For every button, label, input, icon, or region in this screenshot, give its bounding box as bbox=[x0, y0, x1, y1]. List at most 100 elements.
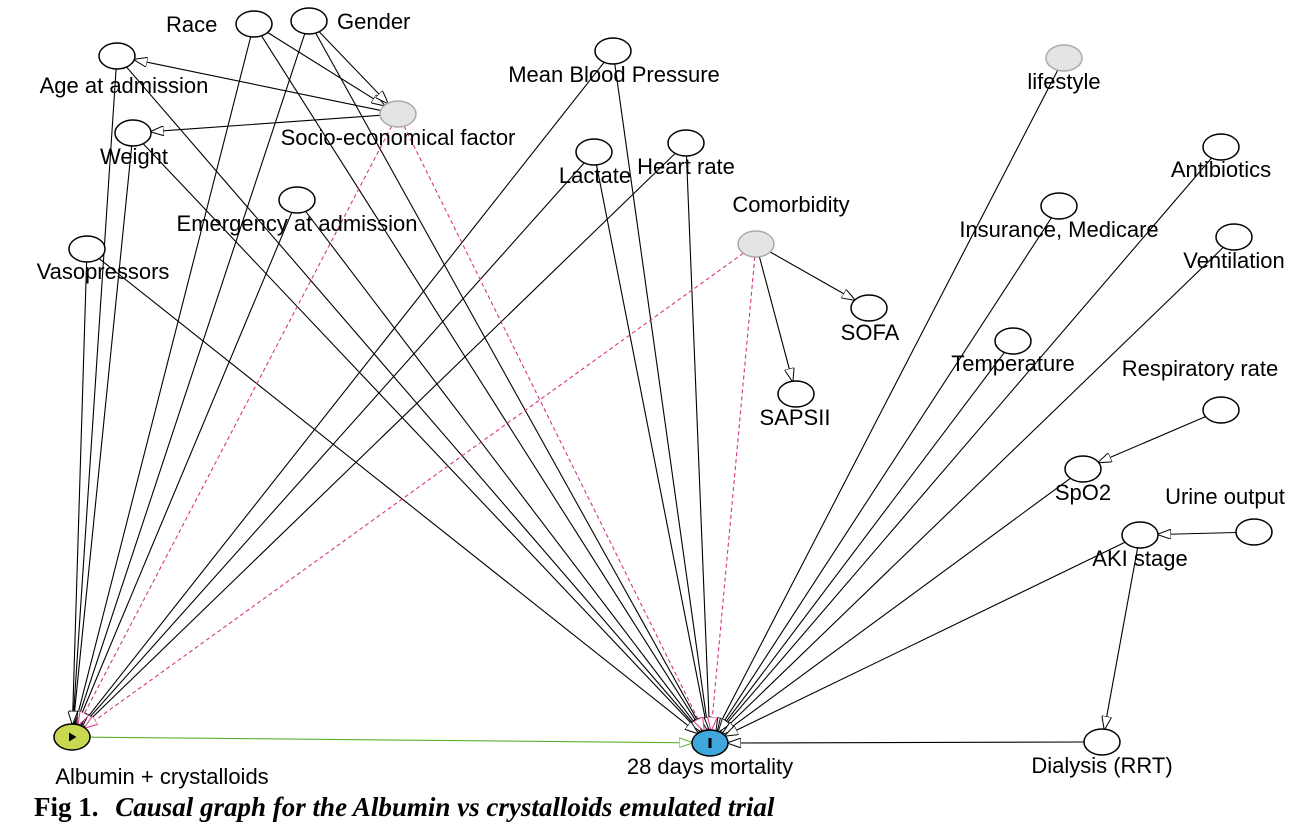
edge-vaso-to-outcome bbox=[98, 258, 698, 734]
edge-comorb-to-saps bbox=[758, 256, 792, 381]
node-saps-ellipse bbox=[777, 380, 815, 408]
node-treat-label: Albumin + crystalloids bbox=[55, 764, 268, 789]
node-insurance-label: Insurance, Medicare bbox=[959, 217, 1158, 242]
node-ventilation: Ventilation bbox=[1183, 223, 1285, 273]
edge-dialysis-to-outcome bbox=[728, 742, 1085, 743]
node-treat: Albumin + crystalloids bbox=[53, 723, 269, 789]
edge-comorb-to-outcome bbox=[711, 256, 756, 730]
node-comorb-label: Comorbidity bbox=[732, 192, 849, 217]
node-lifestyle-label: lifestyle bbox=[1027, 69, 1100, 94]
node-emergency: Emergency at admission bbox=[177, 186, 418, 236]
node-lactate-label: Lactate bbox=[559, 163, 631, 188]
node-weight: Weight bbox=[100, 119, 168, 169]
edge-race-to-treat bbox=[75, 36, 252, 724]
edges-layer bbox=[72, 31, 1237, 743]
node-aki: AKI stage bbox=[1092, 521, 1188, 571]
node-socio: Socio-economical factor bbox=[281, 100, 516, 150]
node-hr-ellipse bbox=[667, 129, 705, 157]
node-race-label: Race bbox=[166, 12, 217, 37]
node-ventilation-label: Ventilation bbox=[1183, 248, 1285, 273]
edge-weight-to-treat bbox=[73, 145, 133, 724]
node-lifestyle: lifestyle bbox=[1027, 44, 1101, 94]
node-urine-label: Urine output bbox=[1165, 484, 1285, 509]
node-sofa-ellipse bbox=[850, 294, 888, 322]
node-urine: Urine output bbox=[1165, 484, 1285, 546]
node-temp-ellipse bbox=[994, 327, 1032, 355]
edge-gender-to-treat bbox=[76, 33, 306, 725]
edge-age-to-treat bbox=[73, 68, 117, 724]
node-gender: Gender bbox=[290, 7, 410, 35]
node-saps: SAPSII bbox=[760, 380, 831, 430]
edge-ventilation-to-outcome bbox=[721, 247, 1224, 732]
node-socio-ellipse bbox=[379, 100, 417, 128]
node-sofa-label: SOFA bbox=[841, 320, 900, 345]
edge-comorb-to-sofa bbox=[769, 251, 855, 300]
node-gender-ellipse bbox=[290, 7, 328, 35]
edge-temp-to-outcome bbox=[719, 352, 1005, 731]
edge-aki-to-outcome bbox=[725, 541, 1126, 736]
node-weight-ellipse bbox=[114, 119, 152, 147]
node-dialysis: Dialysis (RRT) bbox=[1031, 728, 1173, 778]
edge-socio-to-age bbox=[134, 60, 381, 111]
edge-antibiotics-to-outcome bbox=[720, 157, 1212, 732]
edge-hr-to-outcome bbox=[685, 155, 710, 730]
node-lactate-ellipse bbox=[575, 138, 613, 166]
node-aki-label: AKI stage bbox=[1092, 546, 1187, 571]
node-insurance: Insurance, Medicare bbox=[959, 192, 1159, 242]
node-lifestyle-ellipse bbox=[1045, 44, 1083, 72]
edge-race-to-outcome bbox=[261, 35, 703, 731]
edge-race-to-socio bbox=[267, 32, 385, 106]
node-saps-label: SAPSII bbox=[760, 405, 831, 430]
edge-urine-to-aki bbox=[1158, 533, 1237, 535]
node-vaso-ellipse bbox=[68, 235, 106, 263]
edge-treat-to-outcome bbox=[89, 736, 692, 743]
edge-socio-to-weight bbox=[151, 114, 381, 131]
node-hr: Heart rate bbox=[637, 129, 735, 179]
edge-weight-to-outcome bbox=[142, 143, 700, 733]
node-race-ellipse bbox=[235, 10, 273, 38]
node-spo2: SpO2 bbox=[1055, 455, 1111, 505]
node-comorb: Comorbidity bbox=[732, 192, 850, 258]
edge-lactate-to-outcome bbox=[595, 164, 708, 730]
node-mbp-ellipse bbox=[594, 37, 632, 65]
node-emergency-ellipse bbox=[278, 186, 316, 214]
node-age: Age at admission bbox=[40, 42, 209, 98]
figure-caption: Fig 1. Causal graph for the Albumin vs c… bbox=[34, 792, 1294, 826]
node-temp: Temperature bbox=[951, 327, 1075, 376]
causal-graph: Race Gender Age at admission Socio-economic… bbox=[37, 7, 1285, 789]
edge-lifestyle-to-outcome bbox=[716, 69, 1059, 731]
edge-comorb-to-treat bbox=[85, 252, 744, 728]
node-mbp-label: Mean Blood Pressure bbox=[508, 62, 720, 87]
edge-mbp-to-treat bbox=[81, 61, 605, 725]
node-sofa: SOFA bbox=[841, 294, 900, 345]
node-dialysis-ellipse bbox=[1083, 728, 1121, 756]
node-emergency-label: Emergency at admission bbox=[177, 211, 418, 236]
node-antibiotics: Antibiotics bbox=[1171, 133, 1271, 182]
edge-emergency-to-outcome bbox=[305, 211, 702, 731]
caption-title: Causal graph for the Albumin vs crystall… bbox=[115, 792, 775, 822]
node-vaso: Vasopressors bbox=[37, 235, 169, 284]
edge-emergency-to-treat bbox=[77, 212, 293, 724]
node-race: Race bbox=[166, 10, 273, 38]
edge-gender-to-outcome bbox=[315, 32, 704, 731]
node-weight-label: Weight bbox=[100, 144, 168, 169]
caption-prefix: Fig 1. bbox=[34, 792, 99, 822]
node-age-label: Age at admission bbox=[40, 73, 209, 98]
node-urine-ellipse bbox=[1235, 518, 1273, 546]
node-mbp: Mean Blood Pressure bbox=[508, 37, 720, 87]
edge-aki-to-dialysis bbox=[1104, 547, 1139, 729]
node-antibiotics-label: Antibiotics bbox=[1171, 157, 1271, 182]
node-socio-label: Socio-economical factor bbox=[281, 125, 516, 150]
node-hr-label: Heart rate bbox=[637, 154, 735, 179]
node-spo2-ellipse bbox=[1064, 455, 1102, 483]
node-temp-label: Temperature bbox=[951, 351, 1075, 376]
node-insurance-ellipse bbox=[1040, 192, 1078, 220]
node-resp: Respiratory rate bbox=[1122, 356, 1278, 424]
outcome-bar-icon bbox=[708, 738, 712, 748]
nodes-layer: Race Gender Age at admission Socio-economic… bbox=[37, 7, 1285, 789]
edge-mbp-to-outcome bbox=[614, 63, 708, 730]
edge-socio-to-treat bbox=[78, 125, 393, 725]
play-icon bbox=[69, 732, 77, 742]
edge-socio-to-outcome bbox=[403, 125, 704, 731]
node-antibiotics-ellipse bbox=[1202, 133, 1240, 161]
